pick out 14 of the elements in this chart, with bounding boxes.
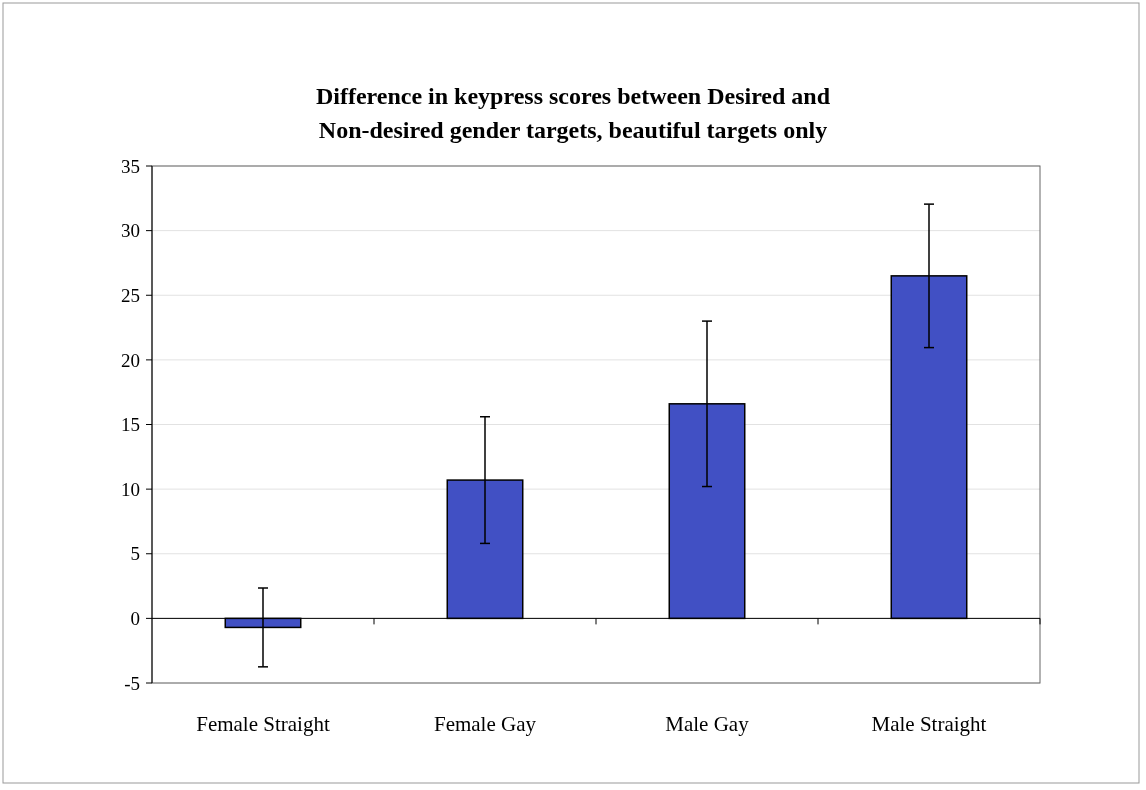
y-tick-label: 30 <box>121 220 140 242</box>
y-tick-label: 15 <box>121 414 140 436</box>
x-tick-label: Female Gay <box>433 712 537 736</box>
x-tick-label: Male Gay <box>665 712 750 736</box>
y-tick-label: 0 <box>130 608 140 630</box>
y-tick-label: 10 <box>121 478 140 500</box>
y-tick-label: -5 <box>124 672 140 694</box>
y-tick-label: 20 <box>121 349 140 371</box>
chart-title: Difference in keypress scores between Desired and Non-desired gender targets, beautiful targets only <box>315 83 831 143</box>
y-tick-label: 25 <box>121 284 140 306</box>
x-tick-label: Male Straight <box>871 712 987 736</box>
y-tick-label: 35 <box>121 155 140 177</box>
y-tick-label: 5 <box>130 543 140 565</box>
x-tick-label: Female Straight <box>196 712 330 736</box>
